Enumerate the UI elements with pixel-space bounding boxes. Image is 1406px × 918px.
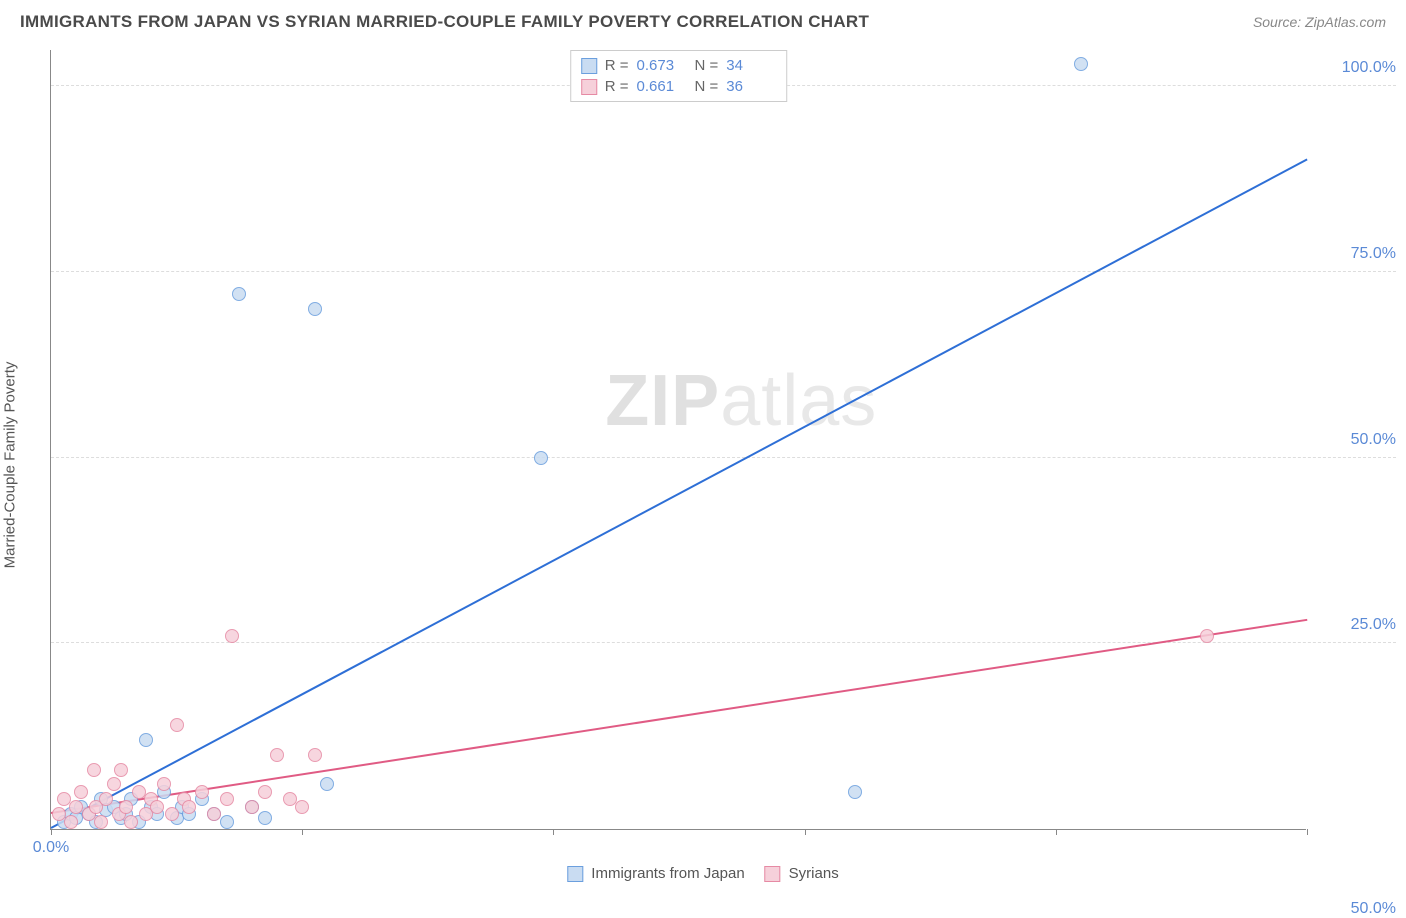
scatter-point <box>308 748 322 762</box>
scatter-point <box>245 800 259 814</box>
scatter-point <box>124 815 138 829</box>
scatter-point <box>170 718 184 732</box>
scatter-point <box>225 629 239 643</box>
scatter-point <box>295 800 309 814</box>
scatter-point <box>119 800 133 814</box>
scatter-point <box>220 815 234 829</box>
legend-item: Syrians <box>765 865 839 882</box>
x-tick <box>51 829 52 835</box>
y-tick-label: 100.0% <box>1316 59 1396 77</box>
scatter-point <box>258 785 272 799</box>
scatter-point <box>320 777 334 791</box>
scatter-point <box>165 807 179 821</box>
scatter-point <box>107 777 121 791</box>
correlation-chart: Married-Couple Family Poverty ZIPatlas R… <box>0 40 1406 890</box>
scatter-point <box>220 792 234 806</box>
x-tick <box>805 829 806 835</box>
scatter-point <box>270 748 284 762</box>
y-tick-label: 50.0% <box>1316 431 1396 449</box>
legend-swatch <box>765 866 781 882</box>
x-tick <box>1056 829 1057 835</box>
n-label: N = <box>695 57 719 74</box>
scatter-point <box>207 807 221 821</box>
y-tick-label: 75.0% <box>1316 245 1396 263</box>
regression-line <box>51 619 1307 814</box>
r-value: 0.661 <box>637 78 687 95</box>
scatter-point <box>114 763 128 777</box>
legend-swatch <box>581 58 597 74</box>
scatter-point <box>258 811 272 825</box>
scatter-point <box>157 777 171 791</box>
scatter-point <box>150 800 164 814</box>
x-tick <box>553 829 554 835</box>
x-tick-label: 50.0% <box>1316 900 1396 918</box>
scatter-point <box>195 785 209 799</box>
scatter-point <box>74 785 88 799</box>
scatter-point <box>848 785 862 799</box>
legend-row: R = 0.661 N = 36 <box>581 76 777 97</box>
n-value: 34 <box>726 57 776 74</box>
watermark: ZIPatlas <box>605 360 877 442</box>
r-value: 0.673 <box>637 57 687 74</box>
scatter-point <box>139 733 153 747</box>
series-legend: Immigrants from Japan Syrians <box>567 865 838 882</box>
regression-line <box>51 159 1308 829</box>
x-tick-label: 0.0% <box>33 839 69 857</box>
source-label: Source: ZipAtlas.com <box>1253 14 1386 30</box>
plot-area: ZIPatlas R =0.673N =34R =0.661N =36 25.0… <box>50 50 1306 830</box>
scatter-point <box>534 451 548 465</box>
scatter-point <box>1200 629 1214 643</box>
gridline <box>51 642 1396 643</box>
page-title: IMMIGRANTS FROM JAPAN VS SYRIAN MARRIED-… <box>20 12 869 32</box>
scatter-point <box>99 792 113 806</box>
legend-row: R = 0.673 N = 34 <box>581 55 777 76</box>
y-axis-label: Married-Couple Family Poverty <box>2 362 19 569</box>
x-tick <box>1307 829 1308 835</box>
scatter-point <box>94 815 108 829</box>
gridline <box>51 271 1396 272</box>
scatter-point <box>1074 57 1088 71</box>
legend-swatch <box>567 866 583 882</box>
correlation-legend: R = 0.673 N = 34 R = 0.661 N = 36 <box>570 50 788 102</box>
r-label: R = <box>605 78 629 95</box>
n-value: 36 <box>726 78 776 95</box>
legend-label: Syrians <box>789 865 839 882</box>
gridline <box>51 457 1396 458</box>
n-label: N = <box>695 78 719 95</box>
x-tick <box>302 829 303 835</box>
scatter-point <box>182 800 196 814</box>
scatter-point <box>87 763 101 777</box>
scatter-point <box>232 287 246 301</box>
legend-item: Immigrants from Japan <box>567 865 744 882</box>
legend-label: Immigrants from Japan <box>591 865 744 882</box>
scatter-point <box>64 815 78 829</box>
y-tick-label: 25.0% <box>1316 616 1396 634</box>
scatter-point <box>308 302 322 316</box>
legend-swatch <box>581 79 597 95</box>
r-label: R = <box>605 57 629 74</box>
